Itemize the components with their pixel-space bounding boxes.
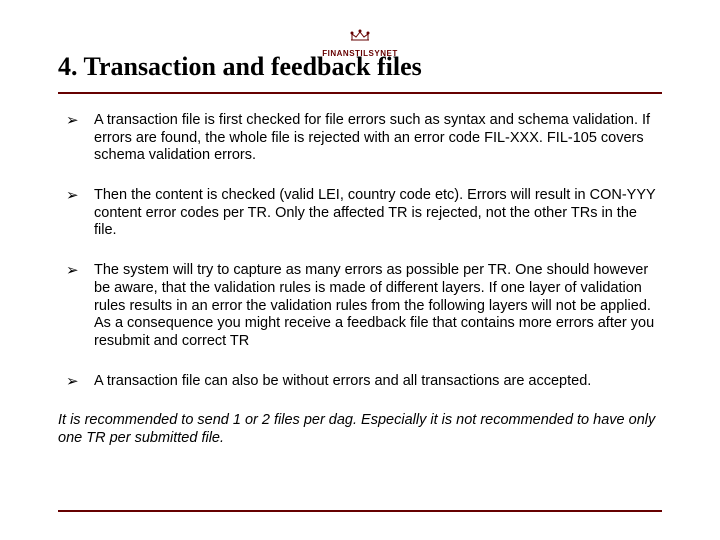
divider-top <box>58 92 662 94</box>
crown-icon <box>348 28 372 42</box>
title-text: Transaction and feedback files <box>84 52 422 81</box>
list-item: A transaction file can also be without e… <box>58 373 662 391</box>
bullet-text: A transaction file can also be without e… <box>94 373 591 389</box>
bullet-text: The system will try to capture as many e… <box>94 262 654 349</box>
list-item: A transaction file is first checked for … <box>58 112 662 165</box>
title-row: 4. Transaction and feedback files <box>58 52 662 86</box>
page-title: 4. Transaction and feedback files <box>58 52 662 82</box>
closing-note: It is recommended to send 1 or 2 files p… <box>58 412 662 447</box>
list-item: Then the content is checked (valid LEI, … <box>58 187 662 240</box>
divider-bottom <box>58 510 662 512</box>
body: A transaction file is first checked for … <box>58 112 662 462</box>
bullet-list: A transaction file is first checked for … <box>58 112 662 390</box>
slide: FINANSTILSYNET 4. Transaction and feedba… <box>0 0 720 540</box>
bullet-text: A transaction file is first checked for … <box>94 112 650 163</box>
list-item: The system will try to capture as many e… <box>58 262 662 350</box>
bullet-text: Then the content is checked (valid LEI, … <box>94 187 655 238</box>
title-number: 4. <box>58 52 78 81</box>
